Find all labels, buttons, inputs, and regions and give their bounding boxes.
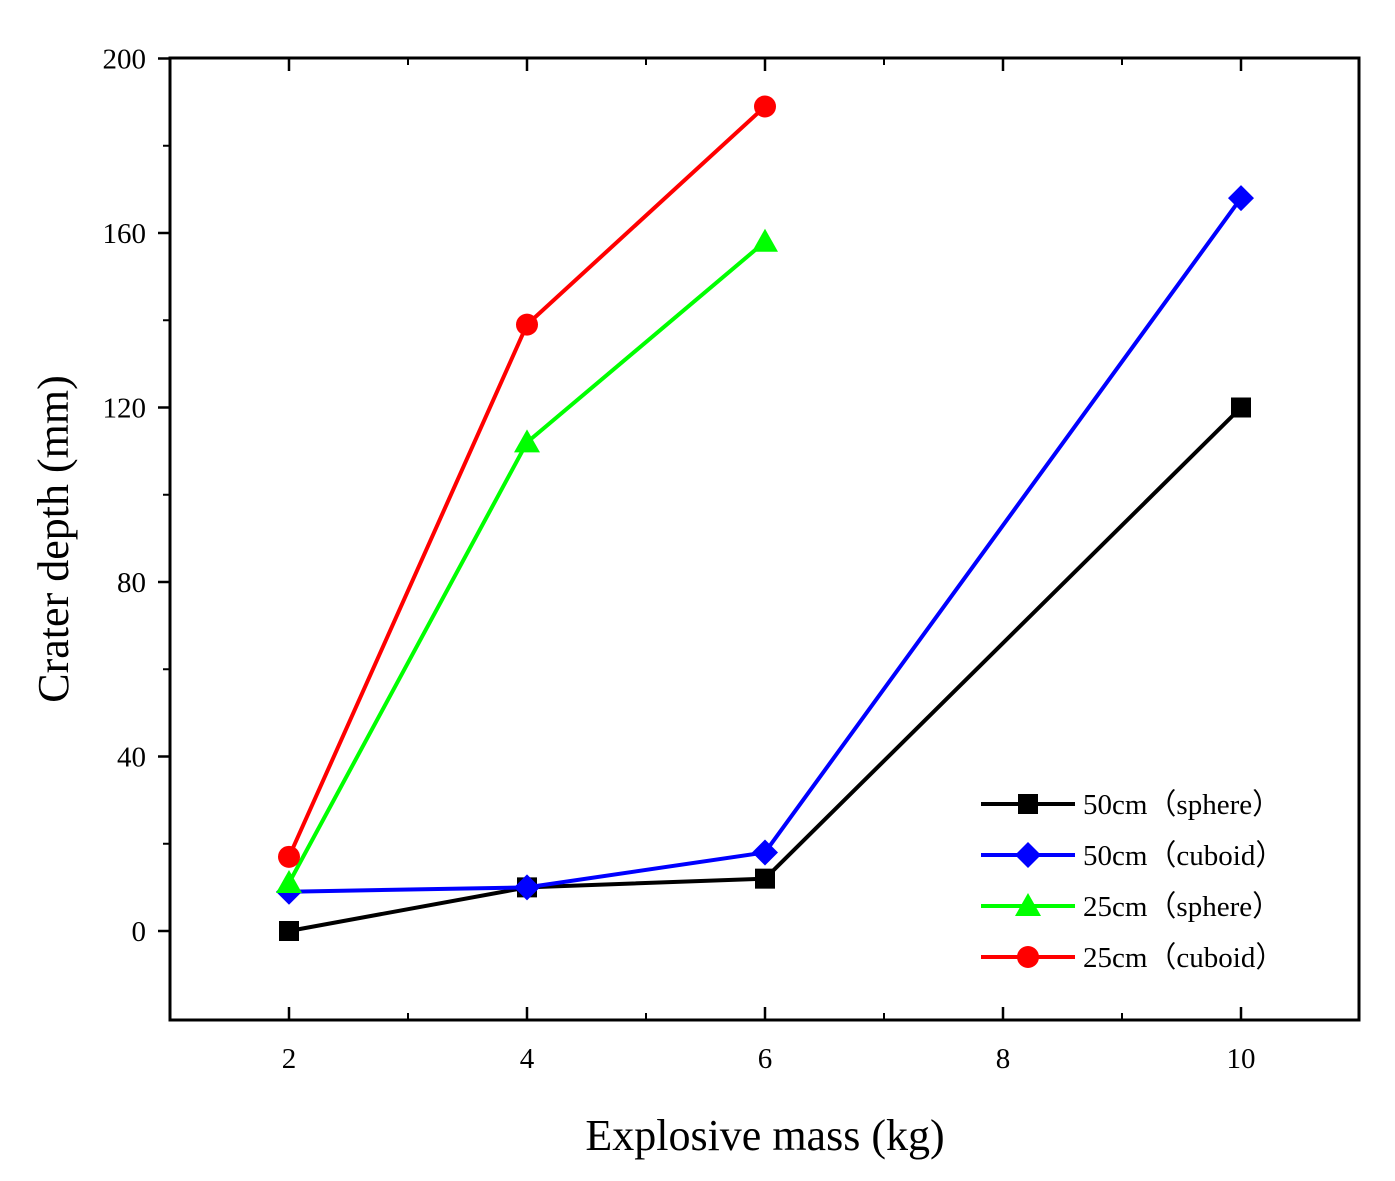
- data-point: [1231, 397, 1251, 418]
- x-tick-label: 4: [520, 1043, 535, 1075]
- data-point: [1228, 185, 1254, 212]
- legend-label: 25cm（cuboid）: [1083, 942, 1284, 974]
- y-tick-label: 80: [117, 567, 146, 599]
- data-point: [752, 228, 778, 252]
- data-point: [278, 845, 300, 868]
- y-axis-title: Crater depth (mm): [29, 375, 78, 702]
- series-line: [287, 105, 767, 858]
- legend-item: 25cm（cuboid）: [981, 942, 1284, 974]
- legend-marker: [1018, 794, 1038, 814]
- series-line: [287, 240, 767, 884]
- data-point: [516, 313, 538, 336]
- y-tick-label: 200: [103, 44, 147, 76]
- data-point: [755, 868, 775, 889]
- series-2: [276, 228, 778, 894]
- series-layer: [276, 95, 1254, 941]
- legend-label: 25cm（sphere）: [1083, 891, 1281, 923]
- data-point: [276, 870, 302, 894]
- y-tick-label: 40: [117, 742, 146, 774]
- y-tick-label: 120: [103, 393, 147, 425]
- data-point: [752, 839, 778, 866]
- data-point: [514, 429, 540, 453]
- legend-item: 50cm（sphere）: [981, 789, 1281, 821]
- x-tick-label: 8: [996, 1043, 1011, 1075]
- data-point: [279, 921, 299, 941]
- legend-item: 50cm（cuboid）: [981, 840, 1284, 872]
- series-3: [278, 95, 776, 868]
- legend-marker: [1015, 842, 1041, 868]
- x-tick-label: 2: [282, 1043, 297, 1075]
- y-tick-label: 160: [103, 218, 147, 250]
- series-line: [288, 196, 1243, 894]
- x-axis-title: Explosive mass (kg): [585, 1111, 944, 1160]
- data-point: [754, 95, 776, 118]
- legend-marker: [1015, 893, 1041, 916]
- legend: 50cm（sphere） 50cm（cuboid） 25cm（sphere） 25cm…: [981, 789, 1284, 974]
- y-axis-ticks: 0 40 80 120 160 200: [103, 44, 170, 948]
- x-tick-label: 10: [1227, 1043, 1256, 1075]
- y-tick-label: 0: [132, 916, 147, 948]
- legend-item: 25cm（sphere）: [981, 891, 1281, 923]
- legend-label: 50cm（sphere）: [1083, 789, 1281, 821]
- legend-label: 50cm（cuboid）: [1083, 840, 1284, 872]
- series-line: [288, 406, 1243, 933]
- legend-marker: [1017, 946, 1039, 968]
- data-point: [514, 874, 540, 901]
- x-axis-ticks: 2 4 6 8 10: [282, 58, 1256, 1075]
- x-tick-label: 6: [758, 1043, 773, 1075]
